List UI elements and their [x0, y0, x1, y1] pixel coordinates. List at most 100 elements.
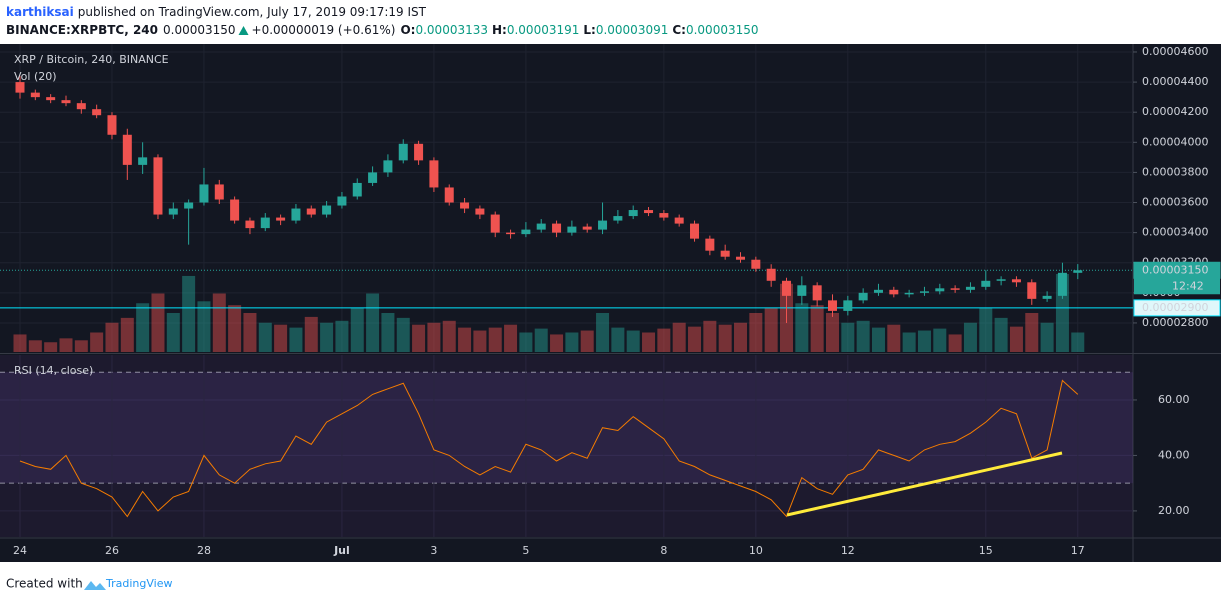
- candle-body: [705, 238, 715, 251]
- candle-body: [322, 205, 332, 215]
- footer-brand[interactable]: TradingView: [105, 577, 172, 590]
- volume-bar: [948, 334, 962, 352]
- volume-bar: [887, 324, 901, 352]
- y-tick-label: 0.00004400: [1142, 75, 1208, 88]
- candle-body: [30, 92, 40, 98]
- plot: 0.00004600 0.00004400 0.00004200 0.00004000…: [0, 44, 1221, 557]
- volume-bar: [626, 330, 640, 352]
- volume-bar: [795, 303, 809, 352]
- x-tick-label: 8: [660, 544, 667, 557]
- ohlc-low-label: L:: [583, 23, 595, 37]
- volume-bar: [366, 293, 380, 352]
- candle-body: [245, 220, 255, 229]
- candle-body: [1011, 279, 1021, 283]
- volume-bar: [350, 308, 364, 352]
- candle-body: [153, 157, 163, 215]
- volume-bar: [335, 320, 349, 352]
- volume-bar: [182, 275, 196, 352]
- candle-body: [276, 217, 286, 221]
- volume-bar: [550, 334, 564, 352]
- volume-bar: [396, 317, 410, 352]
- logo: [84, 581, 106, 590]
- ohlc-close-label: C:: [672, 23, 686, 37]
- x-tick-label: 24: [13, 544, 27, 557]
- volume-bar: [810, 305, 824, 352]
- volume-bar: [228, 305, 242, 352]
- volume-bar: [74, 340, 88, 352]
- candle-body: [1073, 270, 1083, 273]
- candle-body: [674, 217, 684, 224]
- volume-bar: [764, 308, 778, 352]
- candle-body: [751, 259, 761, 269]
- volume-bar: [1040, 322, 1054, 352]
- y-tick-label: 0.00003800: [1142, 165, 1208, 178]
- candle-body: [230, 199, 240, 221]
- candle-body: [628, 210, 638, 217]
- volume-bar: [304, 316, 318, 352]
- volume-bar: [565, 332, 579, 352]
- volume-bar: [44, 342, 58, 352]
- author[interactable]: karthiksai: [6, 5, 74, 19]
- candle-body: [873, 289, 883, 293]
- volume-bar: [642, 332, 656, 352]
- candle-body: [904, 292, 914, 295]
- volume-bar: [243, 313, 257, 352]
- price-label: 0.00003150: [1142, 263, 1208, 276]
- volume-bar: [90, 332, 104, 352]
- candle-body: [199, 184, 209, 203]
- candle-body: [659, 213, 669, 218]
- volume-bar: [197, 301, 211, 352]
- volume-bar: [1009, 326, 1023, 352]
- candle-body: [843, 300, 853, 311]
- candle-body: [122, 134, 132, 165]
- volume-bar: [688, 326, 702, 352]
- candle-body: [1042, 295, 1052, 299]
- volume-bar: [994, 317, 1008, 352]
- candle-body: [797, 285, 807, 296]
- volume-bar: [258, 322, 272, 352]
- volume-bar: [871, 327, 885, 352]
- candle-body: [766, 268, 776, 281]
- y-tick-label: 0.00004000: [1142, 135, 1208, 148]
- candle-body: [521, 229, 531, 235]
- volume-bar: [902, 332, 916, 352]
- volume-bar: [212, 293, 226, 352]
- y-tick-label: 0.00004600: [1142, 45, 1208, 58]
- volume-bar: [580, 330, 594, 352]
- candle-body: [383, 160, 393, 173]
- volume-bar: [504, 324, 518, 352]
- candle-body: [107, 115, 117, 135]
- countdown-box: [1134, 278, 1220, 295]
- symbol: BINANCE:XRPBTC, 240: [6, 23, 158, 37]
- candle-body: [613, 216, 623, 221]
- volume-bar: [427, 322, 441, 352]
- volume-legend: Vol (20): [14, 70, 57, 83]
- candle-body: [260, 217, 270, 229]
- volume-bar: [734, 322, 748, 352]
- volume-bar: [963, 322, 977, 352]
- candle-body: [352, 182, 362, 197]
- volume-bar: [1025, 313, 1039, 352]
- up-arrow: [238, 26, 249, 35]
- volume-bar: [933, 328, 947, 352]
- volume-bar: [856, 320, 870, 352]
- price-label: 0.00002900: [1142, 301, 1208, 314]
- candle-body: [138, 157, 148, 165]
- volume-bar: [28, 340, 42, 352]
- candle-body: [582, 226, 592, 230]
- candle-body: [858, 292, 868, 301]
- volume-bar: [596, 313, 610, 352]
- candle-body: [720, 250, 730, 257]
- volume-bar: [412, 324, 426, 352]
- candle-body: [552, 223, 562, 233]
- chart-title: XRP / Bitcoin, 240, BINANCE: [14, 53, 169, 66]
- trendline: [786, 451, 1063, 517]
- volume-bar: [718, 324, 732, 352]
- volume-bar: [473, 330, 487, 352]
- candle-body: [736, 256, 746, 260]
- volume-bar: [825, 313, 839, 352]
- candle-body: [444, 187, 454, 203]
- candle-body: [398, 143, 408, 161]
- published: published on TradingView.com, July 17, 2…: [78, 5, 427, 19]
- volume-bar: [120, 317, 134, 352]
